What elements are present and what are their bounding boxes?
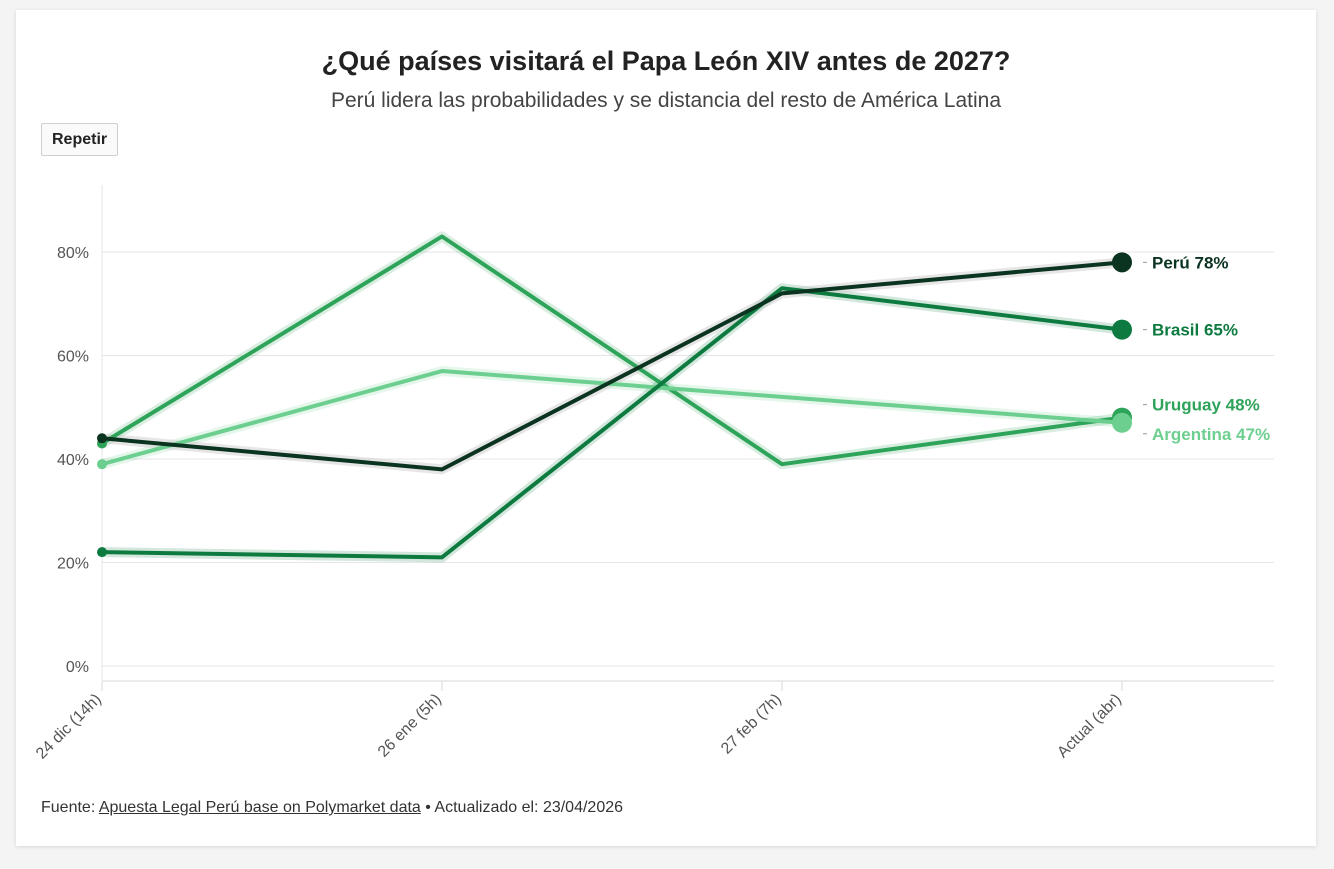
updated-date: • Actualizado el: 23/04/2026 — [425, 799, 624, 816]
x-tick-label: Actual (abr) — [1054, 691, 1125, 762]
end-label-brasil: Brasil 65% — [1152, 321, 1238, 340]
end-label-argentina: Argentina 47% — [1152, 425, 1270, 444]
start-point-argentina — [97, 459, 107, 470]
start-point-brasil — [97, 547, 107, 558]
source-link[interactable]: Apuesta Legal Perú base on Polymarket da… — [98, 799, 421, 816]
series-line-uruguay — [100, 234, 1124, 467]
chart-card: ¿Qué países visitará el Papa León XIV an… — [16, 10, 1316, 846]
footer-source: Fuente: Apuesta Legal Perú base on Polym… — [41, 799, 623, 817]
end-point-perú — [1112, 252, 1132, 273]
series-line-argentina — [100, 369, 1124, 467]
end-label-uruguay: Uruguay 48% — [1152, 396, 1260, 415]
x-tick-label: 26 ene (5h) — [375, 691, 445, 761]
y-tick-label: 20% — [57, 556, 89, 573]
replay-button[interactable]: Repetir — [41, 123, 119, 156]
y-tick-label: 80% — [57, 245, 89, 262]
chart-subtitle: Perú lidera las probabilidades y se dist… — [330, 89, 1002, 112]
y-tick-label: 40% — [57, 452, 89, 469]
end-point-argentina — [1112, 412, 1132, 433]
source-prefix: Fuente: — [41, 799, 96, 816]
end-point-brasil — [1112, 319, 1132, 340]
start-point-perú — [97, 433, 107, 444]
series-line-perú — [100, 260, 1124, 472]
x-tick-label: 27 feb (7h) — [718, 691, 785, 758]
series-line-brasil — [100, 286, 1124, 560]
y-tick-label: 60% — [57, 349, 89, 366]
x-tick-label: 24 dic (14h) — [33, 691, 105, 763]
y-tick-label: 0% — [66, 659, 89, 676]
chart-title: ¿Qué países visitará el Papa León XIV an… — [321, 46, 1011, 76]
end-label-perú: Perú 78% — [1152, 253, 1229, 272]
